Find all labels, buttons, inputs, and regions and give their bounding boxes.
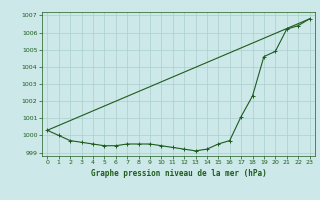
- X-axis label: Graphe pression niveau de la mer (hPa): Graphe pression niveau de la mer (hPa): [91, 169, 266, 178]
